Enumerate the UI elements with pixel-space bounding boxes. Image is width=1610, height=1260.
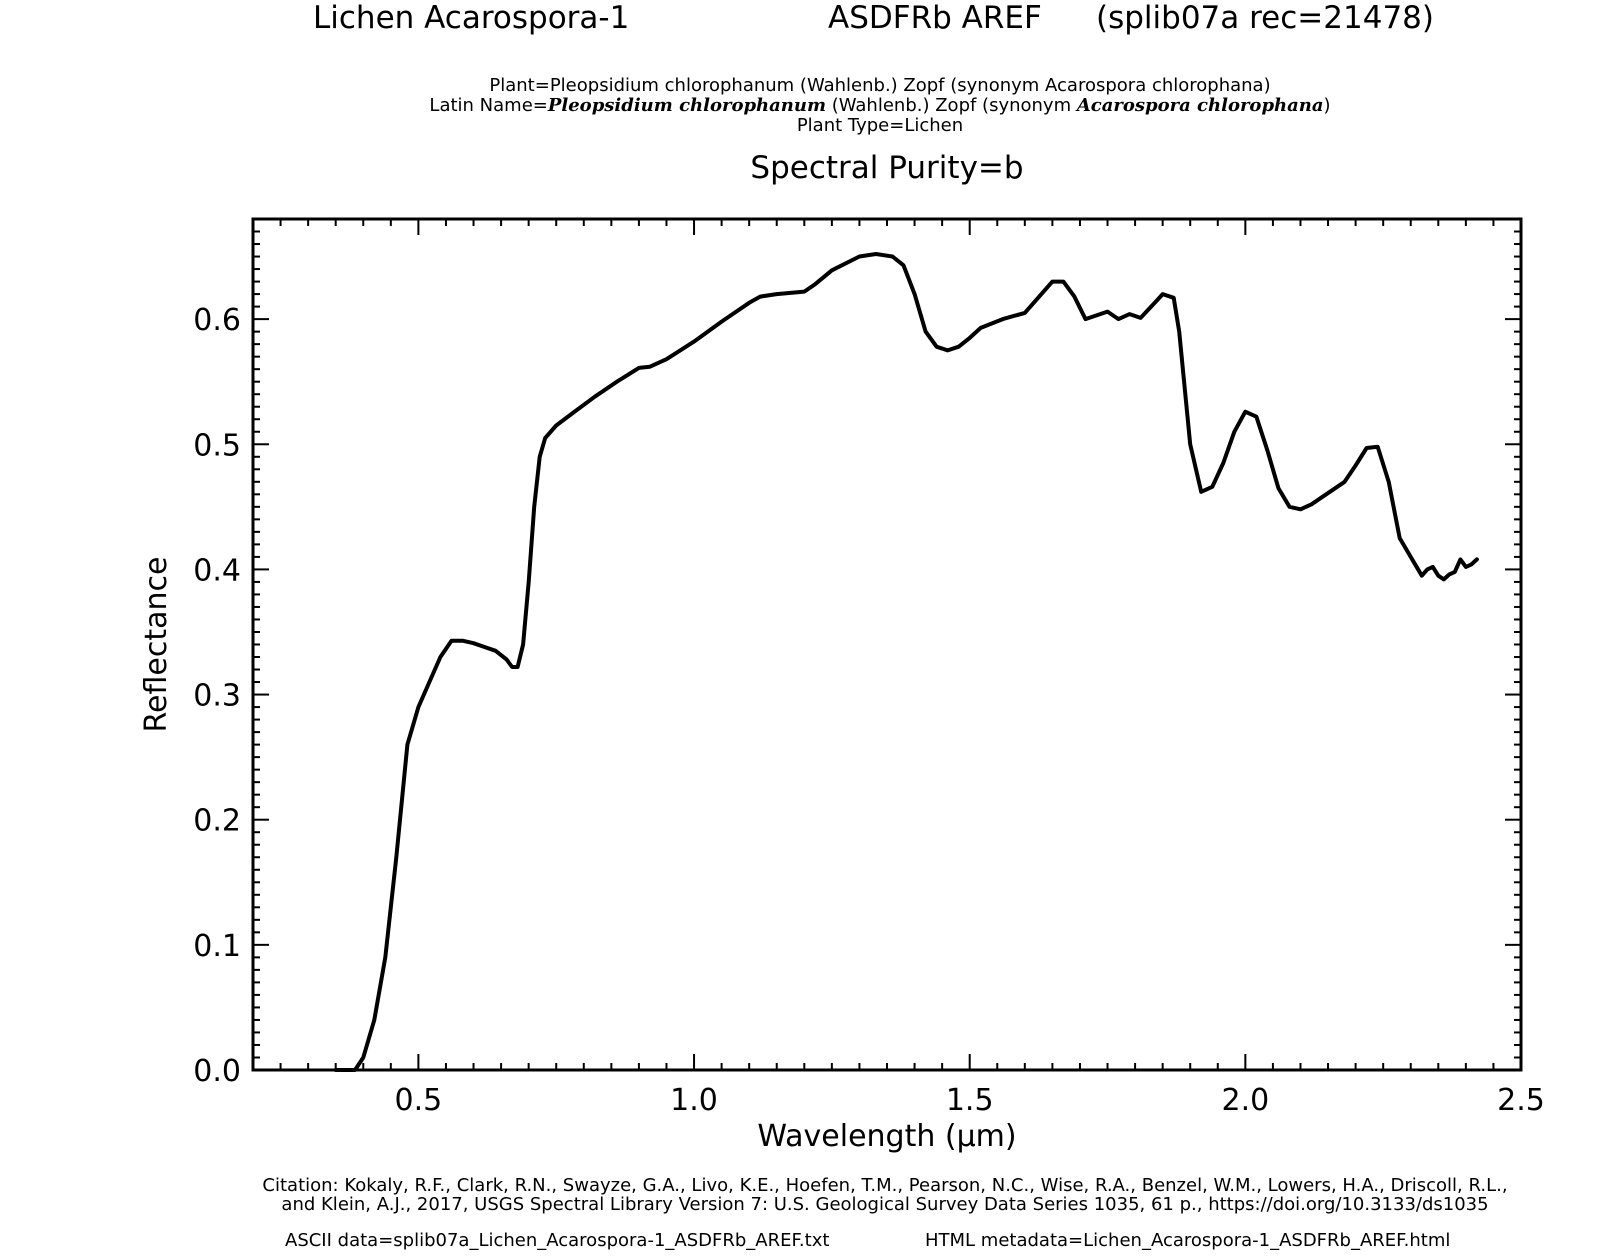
plant-type-line: Plant Type=Lichen [796,115,964,136]
y-tick-label: 0.3 [193,679,241,714]
citation-line-1: Citation: Kokaly, R.F., Clark, R.N., Swa… [262,1175,1508,1196]
y-tick-label: 0.2 [193,804,241,839]
x-tick-label: 1.5 [946,1083,994,1118]
spectral-purity: Spectral Purity=b [750,150,1024,186]
x-tick-label: 1.0 [670,1083,718,1118]
plot-frame [251,217,1523,1072]
y-axis-label: Reflectance [139,557,174,733]
plant-line: Plant=Pleopsidium chlorophanum (Wahlenb.… [489,75,1271,96]
latin-mid: (Wahlenb.) Zopf (synonym [826,95,1077,116]
citation-line-2: and Klein, A.J., 2017, USGS Spectral Lib… [281,1194,1489,1215]
latin-suffix: ) [1323,95,1331,116]
html-metadata-file: HTML metadata=Lichen_Acarospora-1_ASDFRb… [925,1230,1451,1251]
record-title: (splib07a rec=21478) [1096,0,1434,36]
x-tick-label: 0.5 [395,1083,443,1118]
latin-synonym: Acarospora chlorophana [1076,95,1324,116]
latin-name-line: Latin Name=Pleopsidium chlorophanum (Wah… [0,96,1610,116]
y-tick-label: 0.1 [193,929,241,964]
latin-genus: Pleopsidium chlorophanum [547,95,827,116]
y-tick-label: 0.0 [193,1054,241,1089]
x-tick-label: 2.0 [1221,1083,1269,1118]
spectrometer-title: ASDFRb AREF [828,0,1042,36]
x-axis-label: Wavelength (μm) [757,1119,1016,1154]
y-tick-label: 0.5 [193,428,241,463]
x-tick-label: 2.5 [1497,1083,1545,1118]
y-tick-label: 0.4 [193,553,241,588]
ascii-data-file: ASCII data=splib07a_Lichen_Acarospora-1_… [285,1230,830,1251]
y-tick-label: 0.6 [193,303,241,338]
sample-title: Lichen Acarospora-1 [313,0,630,36]
reflectance-series-line [333,252,1479,1072]
latin-prefix: Latin Name= [429,95,548,116]
